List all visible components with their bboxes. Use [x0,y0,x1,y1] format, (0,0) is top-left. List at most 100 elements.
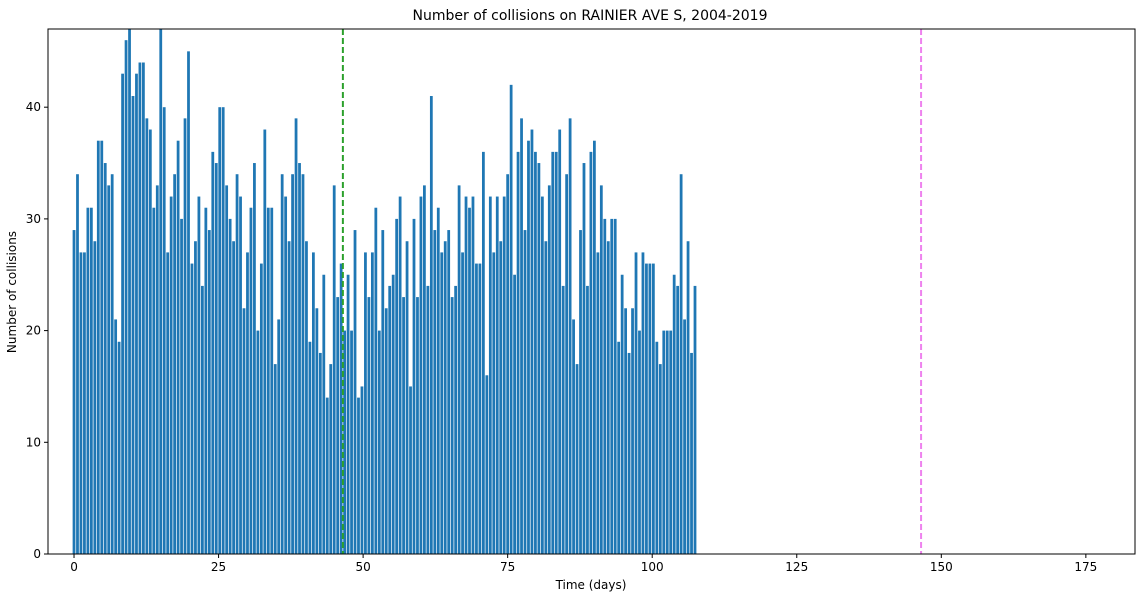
bar [423,185,426,554]
bar [221,107,225,554]
bar [429,96,433,555]
bar [547,185,551,554]
bar [249,207,253,554]
bar [502,196,506,555]
bar [114,319,118,554]
bar [606,241,610,555]
bar [322,274,326,554]
bar [672,274,676,554]
bar [499,241,503,555]
bar [225,185,229,554]
bar [138,62,142,554]
bar [509,84,513,554]
bar [395,218,399,554]
bar [190,263,194,554]
bar [305,241,308,555]
bar [620,274,624,554]
bars-group [72,29,697,555]
bar [603,218,607,554]
bar [343,330,346,554]
bar [259,263,263,554]
bar [488,196,492,555]
bar [107,185,111,554]
x-tick-label: 150 [930,560,953,574]
bar [353,230,357,554]
bar [610,218,614,554]
y-tick-label: 20 [26,324,41,338]
bar [575,364,579,554]
x-axis-label: Time (days) [555,578,627,592]
bar [273,364,277,554]
bar [284,196,288,555]
bar [461,252,464,554]
bar [506,174,510,554]
bar [551,151,555,554]
x-tick-label: 50 [355,560,370,574]
bar [572,319,575,554]
bar [298,163,301,555]
bar [239,196,242,555]
bar [357,397,360,554]
bar [301,174,305,554]
bar [159,29,163,554]
bar [540,196,544,555]
bar [495,196,499,555]
bar [492,252,496,554]
bar [530,129,534,554]
bar [197,196,201,555]
bar [325,397,329,554]
bar [416,297,419,554]
x-axis-ticks: 0 25 50 75 100 125 150 175 [70,554,1097,574]
bar [145,118,149,555]
bar [148,129,152,554]
bar [110,174,114,554]
bar [613,218,617,554]
bar [204,207,208,554]
vertical-reference-lines [341,29,923,554]
bar [402,297,405,554]
bar [374,207,378,554]
bar [624,308,628,554]
bar [523,230,527,554]
bar [294,118,298,555]
bar [537,163,541,555]
bar [100,140,104,554]
bar [599,185,603,554]
bar [398,196,402,555]
bar [266,207,270,554]
bar [339,263,343,554]
bar [263,129,267,554]
bar [645,263,648,554]
bar [128,29,131,554]
bar [593,140,596,554]
bar [214,163,218,555]
bar [280,174,284,554]
bar [565,174,569,554]
bar [641,252,645,554]
bar [485,375,489,554]
bar [634,252,638,554]
x-tick-label: 75 [500,560,515,574]
bar [291,174,294,554]
bar [405,241,409,555]
bar [83,252,86,554]
bar [658,364,662,554]
bar [450,297,454,554]
bar [246,252,249,554]
bar [135,73,138,555]
bar [520,118,523,555]
bar [568,118,572,555]
bar [169,196,173,555]
bar [447,230,451,554]
bar [683,319,686,554]
bar [655,341,659,554]
bar [478,263,482,554]
bar [235,174,239,554]
bar [211,151,215,554]
bar [360,386,364,554]
bar [89,207,93,554]
bar [76,174,79,554]
bar [558,129,562,554]
bar [527,140,530,554]
bar [648,263,652,554]
